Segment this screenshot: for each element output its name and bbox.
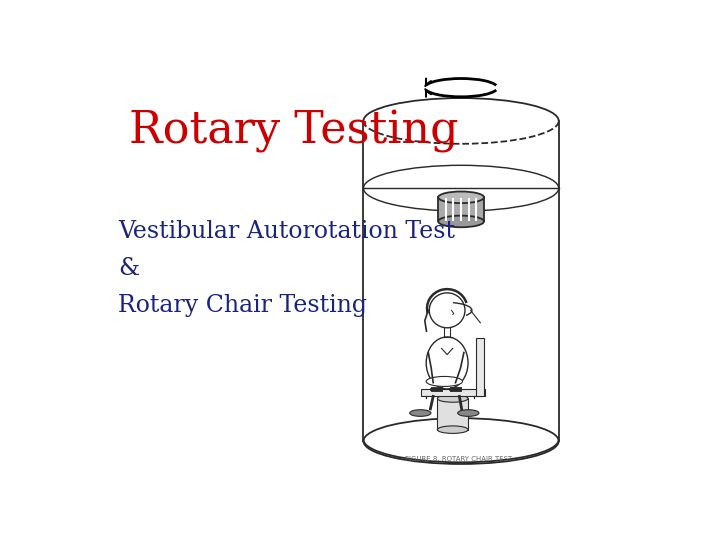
Ellipse shape — [426, 376, 462, 387]
Ellipse shape — [410, 410, 431, 416]
Text: FIGURE 8. ROTARY CHAIR TEST: FIGURE 8. ROTARY CHAIR TEST — [405, 456, 513, 462]
Ellipse shape — [438, 192, 484, 203]
Bar — [438, 197, 484, 221]
Bar — [420, 389, 485, 396]
Text: Rotary Testing: Rotary Testing — [129, 110, 459, 153]
Text: Rotary Chair Testing: Rotary Chair Testing — [118, 294, 367, 318]
Ellipse shape — [426, 337, 468, 389]
Ellipse shape — [437, 426, 468, 434]
Ellipse shape — [438, 215, 484, 227]
Ellipse shape — [458, 410, 479, 416]
Ellipse shape — [429, 293, 465, 328]
Bar — [477, 338, 485, 396]
Ellipse shape — [437, 395, 468, 402]
Bar — [437, 399, 468, 430]
Text: &: & — [118, 257, 139, 280]
Text: Vestibular Autorotation Test: Vestibular Autorotation Test — [118, 220, 455, 242]
